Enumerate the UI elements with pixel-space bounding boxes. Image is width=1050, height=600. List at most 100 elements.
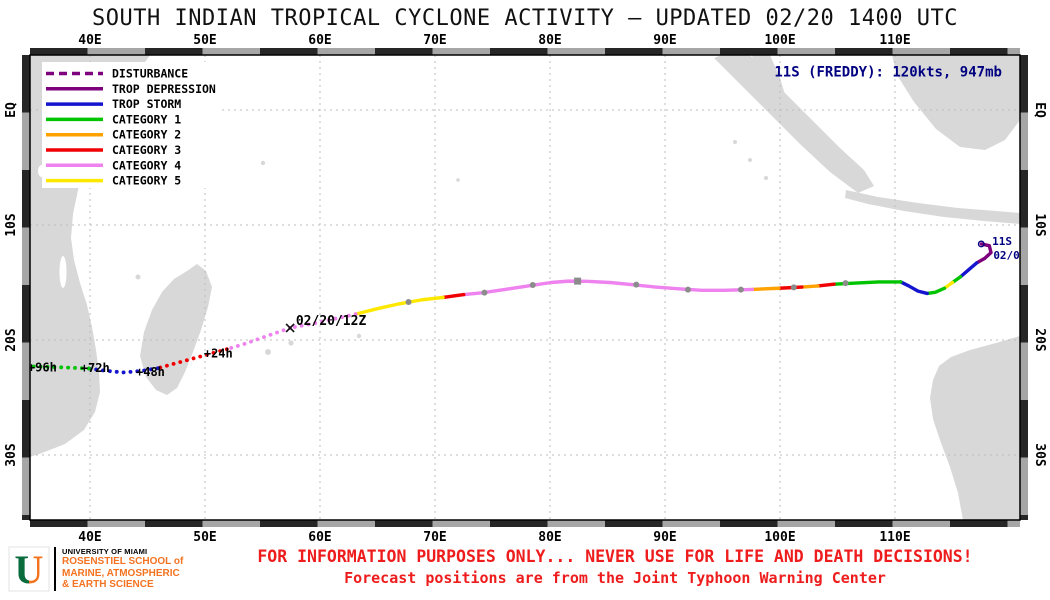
legend-item-category-5: CATEGORY 5 [46,174,181,188]
border-band [22,170,30,228]
lake [59,256,67,288]
landmass [930,336,1020,520]
lon-tick-label: 80E [538,530,561,545]
border-band [605,48,663,55]
lon-tick-label: 80E [538,33,561,48]
border-band [892,520,950,527]
storm-track [30,242,993,375]
border-band [145,48,203,55]
lon-tick-label: 70E [423,530,446,545]
origin-marker [977,240,985,248]
track-segment-forecast-category-3 [155,347,229,371]
disclaimer-line-2: Forecast positions are from the Joint Ty… [344,569,886,587]
border-band [22,457,30,515]
lon-tick-label: 110E [879,530,910,545]
legend-item-trop-depression: TROP DEPRESSION [46,82,216,96]
landmass [140,264,212,395]
lon-tick-label: 40E [78,33,101,48]
origin-id-label: 11S [992,235,1012,248]
border-band [1020,400,1028,458]
border-band [662,48,720,55]
legend-item-category-4: CATEGORY 4 [46,158,181,172]
legend-label: TROP DEPRESSION [112,82,216,96]
border-band [1007,48,1020,55]
position-marker [685,286,691,293]
map-frame [29,54,1021,521]
island [748,158,752,162]
lon-tick-label: 70E [423,33,446,48]
border-band [375,48,433,55]
lon-tick-label: 50E [193,33,216,48]
track-segment-trop-storm [899,280,929,296]
border-band [202,48,260,55]
school-line-1: ROSENSTIEL SCHOOL of [62,556,184,567]
border-band [1020,515,1028,520]
track-segment-category-3 [441,292,466,300]
legend-label: CATEGORY 2 [112,128,181,142]
border-band [22,515,30,520]
border-band [432,520,490,527]
landmass [892,55,1020,150]
current-time-label: 02/20/12Z [296,314,367,329]
lat-tick-label: EQ [4,102,19,118]
lon-tick-label: 60E [308,33,331,48]
track-segment-category-1 [925,286,947,296]
track-segment-category-3 [777,285,804,290]
border-band [22,342,30,400]
origin-date-label: 02/0 [993,249,1020,262]
position-marker [790,284,797,291]
border-band [490,48,548,55]
lon-tick-label: 100E [764,33,795,48]
island [733,140,737,144]
border-band [950,520,1008,527]
border-band [777,48,835,55]
border-band [547,520,605,527]
track-markers [285,240,985,333]
border-band [835,48,893,55]
border-band [1020,112,1028,170]
um-school-text: UNIVERSITY OF MIAMI ROSENSTIEL SCHOOL of… [54,547,183,591]
border-band [22,55,30,113]
page-title: SOUTH INDIAN TROPICAL CYCLONE ACTIVITY —… [92,6,958,31]
track-segment-forecast-trop-storm [86,366,160,375]
lon-tick-label: 60E [308,530,331,545]
storm-info-label: 11S (FREDDY): 120kts, 947mb [774,65,1002,81]
border-band [720,520,778,527]
legend-item-disturbance: DISTURBANCE [46,67,188,81]
border-band [145,520,203,527]
border-band [22,227,30,285]
forecast-48h-label: +48h [136,365,165,379]
lat-tick-label: 10S [1032,213,1047,237]
legend-label: TROP STORM [112,97,181,111]
track-segment-category-5 [353,295,445,316]
track-segment-category-4 [288,312,358,330]
lat-tick-label: 10S [4,213,19,237]
track-segment-category-4 [462,279,755,297]
border-band [260,48,318,55]
position-marker [842,280,849,287]
border-band [1020,170,1028,228]
island [764,176,768,180]
lat-tick-label: EQ [1032,102,1047,118]
island [288,340,294,346]
border-band [432,48,490,55]
island [260,160,266,166]
position-marker [737,286,744,293]
position-marker [633,281,640,288]
legend-label: CATEGORY 4 [112,158,181,172]
border-band [22,285,30,343]
border-band [22,400,30,458]
lat-tick-label: 20S [4,328,19,352]
border-band [835,520,893,527]
um-logo-box [8,546,50,592]
landmass [714,55,874,193]
border-band [1020,457,1028,515]
border-band [87,48,145,55]
disclaimer: FOR INFORMATION PURPOSES ONLY... NEVER U… [200,547,1030,587]
position-marker-square [574,277,582,285]
border-band [1020,227,1028,285]
border-band [317,48,375,55]
track-segment-trop-depression [974,242,993,265]
